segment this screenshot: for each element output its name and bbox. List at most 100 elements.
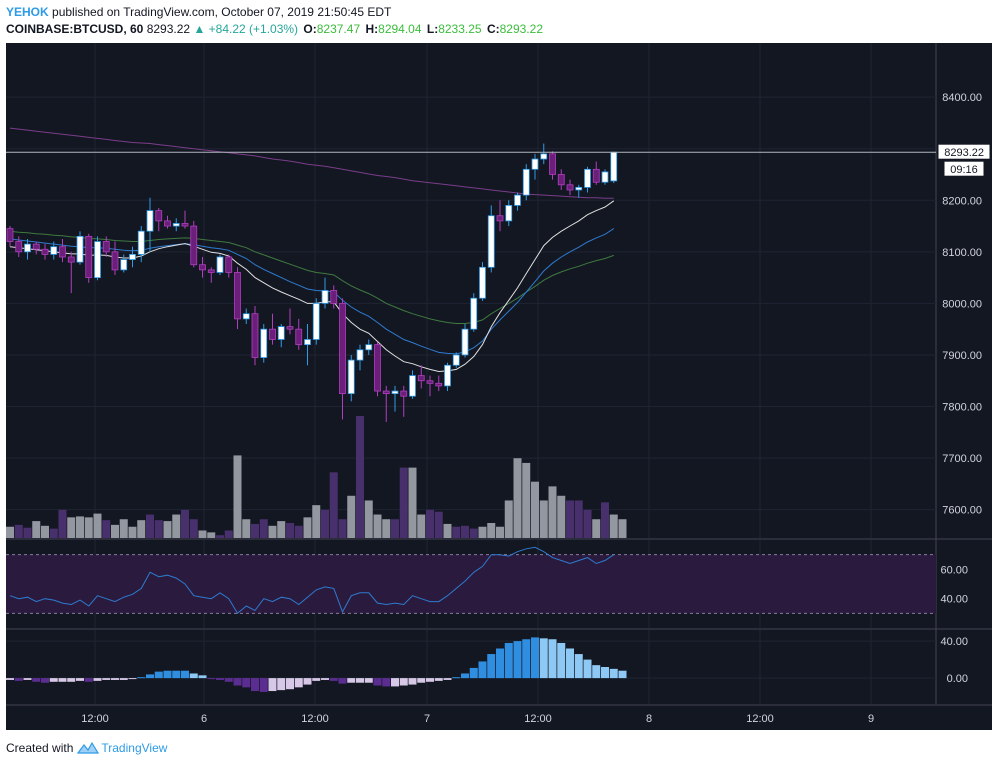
symbol-label: COINBASE:BTCUSD, 60 — [6, 22, 144, 36]
volume-bar — [242, 519, 251, 538]
candle-body — [295, 328, 303, 346]
volume-bar — [172, 514, 181, 538]
candle — [452, 352, 460, 368]
volume-bar — [382, 519, 391, 538]
oscillator-bar — [268, 678, 277, 692]
candle — [85, 233, 93, 283]
volume-bar — [566, 500, 574, 538]
oscillator-bar — [601, 667, 609, 679]
candle — [522, 164, 530, 201]
oscillator-bar — [137, 677, 146, 679]
oscillator-bar — [373, 678, 382, 686]
volume-bar — [434, 511, 443, 538]
countdown-badge — [943, 160, 985, 177]
oscillator-bar — [58, 678, 67, 682]
oscillator-bar — [259, 678, 268, 692]
publish-info: YEHOK published on TradingView.com, Octo… — [6, 5, 391, 19]
candle — [286, 308, 294, 335]
candle — [575, 184, 583, 198]
candle — [251, 305, 259, 366]
candle-body — [225, 256, 233, 273]
candle-body — [444, 364, 451, 387]
volume-bar — [6, 526, 14, 538]
time-tick-label: 8 — [646, 713, 652, 725]
symbol-info: COINBASE:BTCUSD, 60 8293.22 ▲ +84.22 (+1… — [6, 22, 543, 36]
close-label: C: — [486, 22, 500, 36]
price-tick-label: 8100.00 — [942, 247, 982, 259]
candle-body — [461, 328, 469, 356]
candle — [129, 246, 136, 268]
candle — [487, 205, 495, 273]
oscillator-bar — [557, 642, 566, 679]
candle-body — [584, 168, 591, 188]
volume-bar — [259, 519, 268, 538]
candle-body — [557, 174, 565, 186]
candle — [59, 238, 66, 263]
oscillator-bar — [189, 673, 198, 679]
volume-bar — [478, 526, 487, 538]
volume-bar — [531, 481, 539, 538]
candle-body — [374, 344, 381, 392]
oscillator-bar — [32, 678, 41, 682]
candle — [312, 298, 320, 345]
oscillator-bar — [163, 670, 172, 679]
candle-body — [522, 168, 530, 196]
candle-body — [304, 339, 311, 346]
tradingview-logo[interactable]: TradingView — [77, 741, 167, 755]
volume-bar — [111, 524, 119, 538]
candle — [234, 267, 241, 330]
oscillator-bar — [539, 638, 548, 679]
candle-body — [391, 390, 399, 395]
candle-body — [347, 359, 355, 395]
volume-bar — [189, 519, 198, 538]
candle — [50, 241, 58, 260]
author-name[interactable]: YEHOK — [6, 5, 49, 19]
oscillator-bar — [277, 678, 286, 691]
volume-bar — [461, 525, 469, 538]
open-value: 8237.47 — [316, 22, 361, 36]
candle — [15, 236, 23, 257]
candle-body — [207, 269, 215, 273]
oscillator-bar — [574, 654, 583, 679]
volume-bar — [268, 525, 277, 538]
volume-bar — [207, 532, 216, 538]
candle-body — [67, 256, 75, 263]
volume-bar — [513, 458, 522, 538]
candle-body — [321, 290, 329, 304]
time-tick-label: 12:00 — [81, 713, 109, 725]
candle-body — [566, 184, 574, 191]
last-price-label: 8293.22 — [944, 147, 984, 159]
candle-body — [120, 259, 128, 271]
candle — [260, 324, 268, 363]
candle — [601, 169, 609, 185]
candle-body — [181, 223, 189, 227]
candle — [557, 169, 565, 190]
oscillator-bar — [338, 678, 347, 684]
oscillator-bar — [172, 670, 181, 679]
candle-body — [610, 151, 618, 182]
candle — [435, 375, 443, 392]
volume-bar — [539, 500, 548, 538]
countdown-label: 09:16 — [950, 164, 978, 176]
candle-body — [146, 210, 154, 232]
volume-bar — [469, 528, 478, 538]
candle — [207, 267, 215, 283]
oscillator-bar — [111, 678, 119, 680]
candle — [199, 256, 206, 278]
candle — [409, 370, 416, 399]
candle-body — [76, 235, 84, 263]
candle — [330, 285, 338, 309]
low-value: 8233.25 — [438, 22, 482, 36]
oscillator-bar — [14, 678, 23, 681]
volume-bar — [548, 486, 557, 538]
candle — [24, 238, 31, 260]
candle — [172, 218, 180, 232]
candle-body — [102, 241, 110, 253]
candle — [120, 254, 128, 273]
moving-average-line — [9, 230, 614, 324]
oscillator-bar — [548, 639, 557, 679]
volume-bar — [67, 517, 76, 538]
volume-bar — [137, 520, 146, 538]
volume-bar — [373, 514, 382, 538]
